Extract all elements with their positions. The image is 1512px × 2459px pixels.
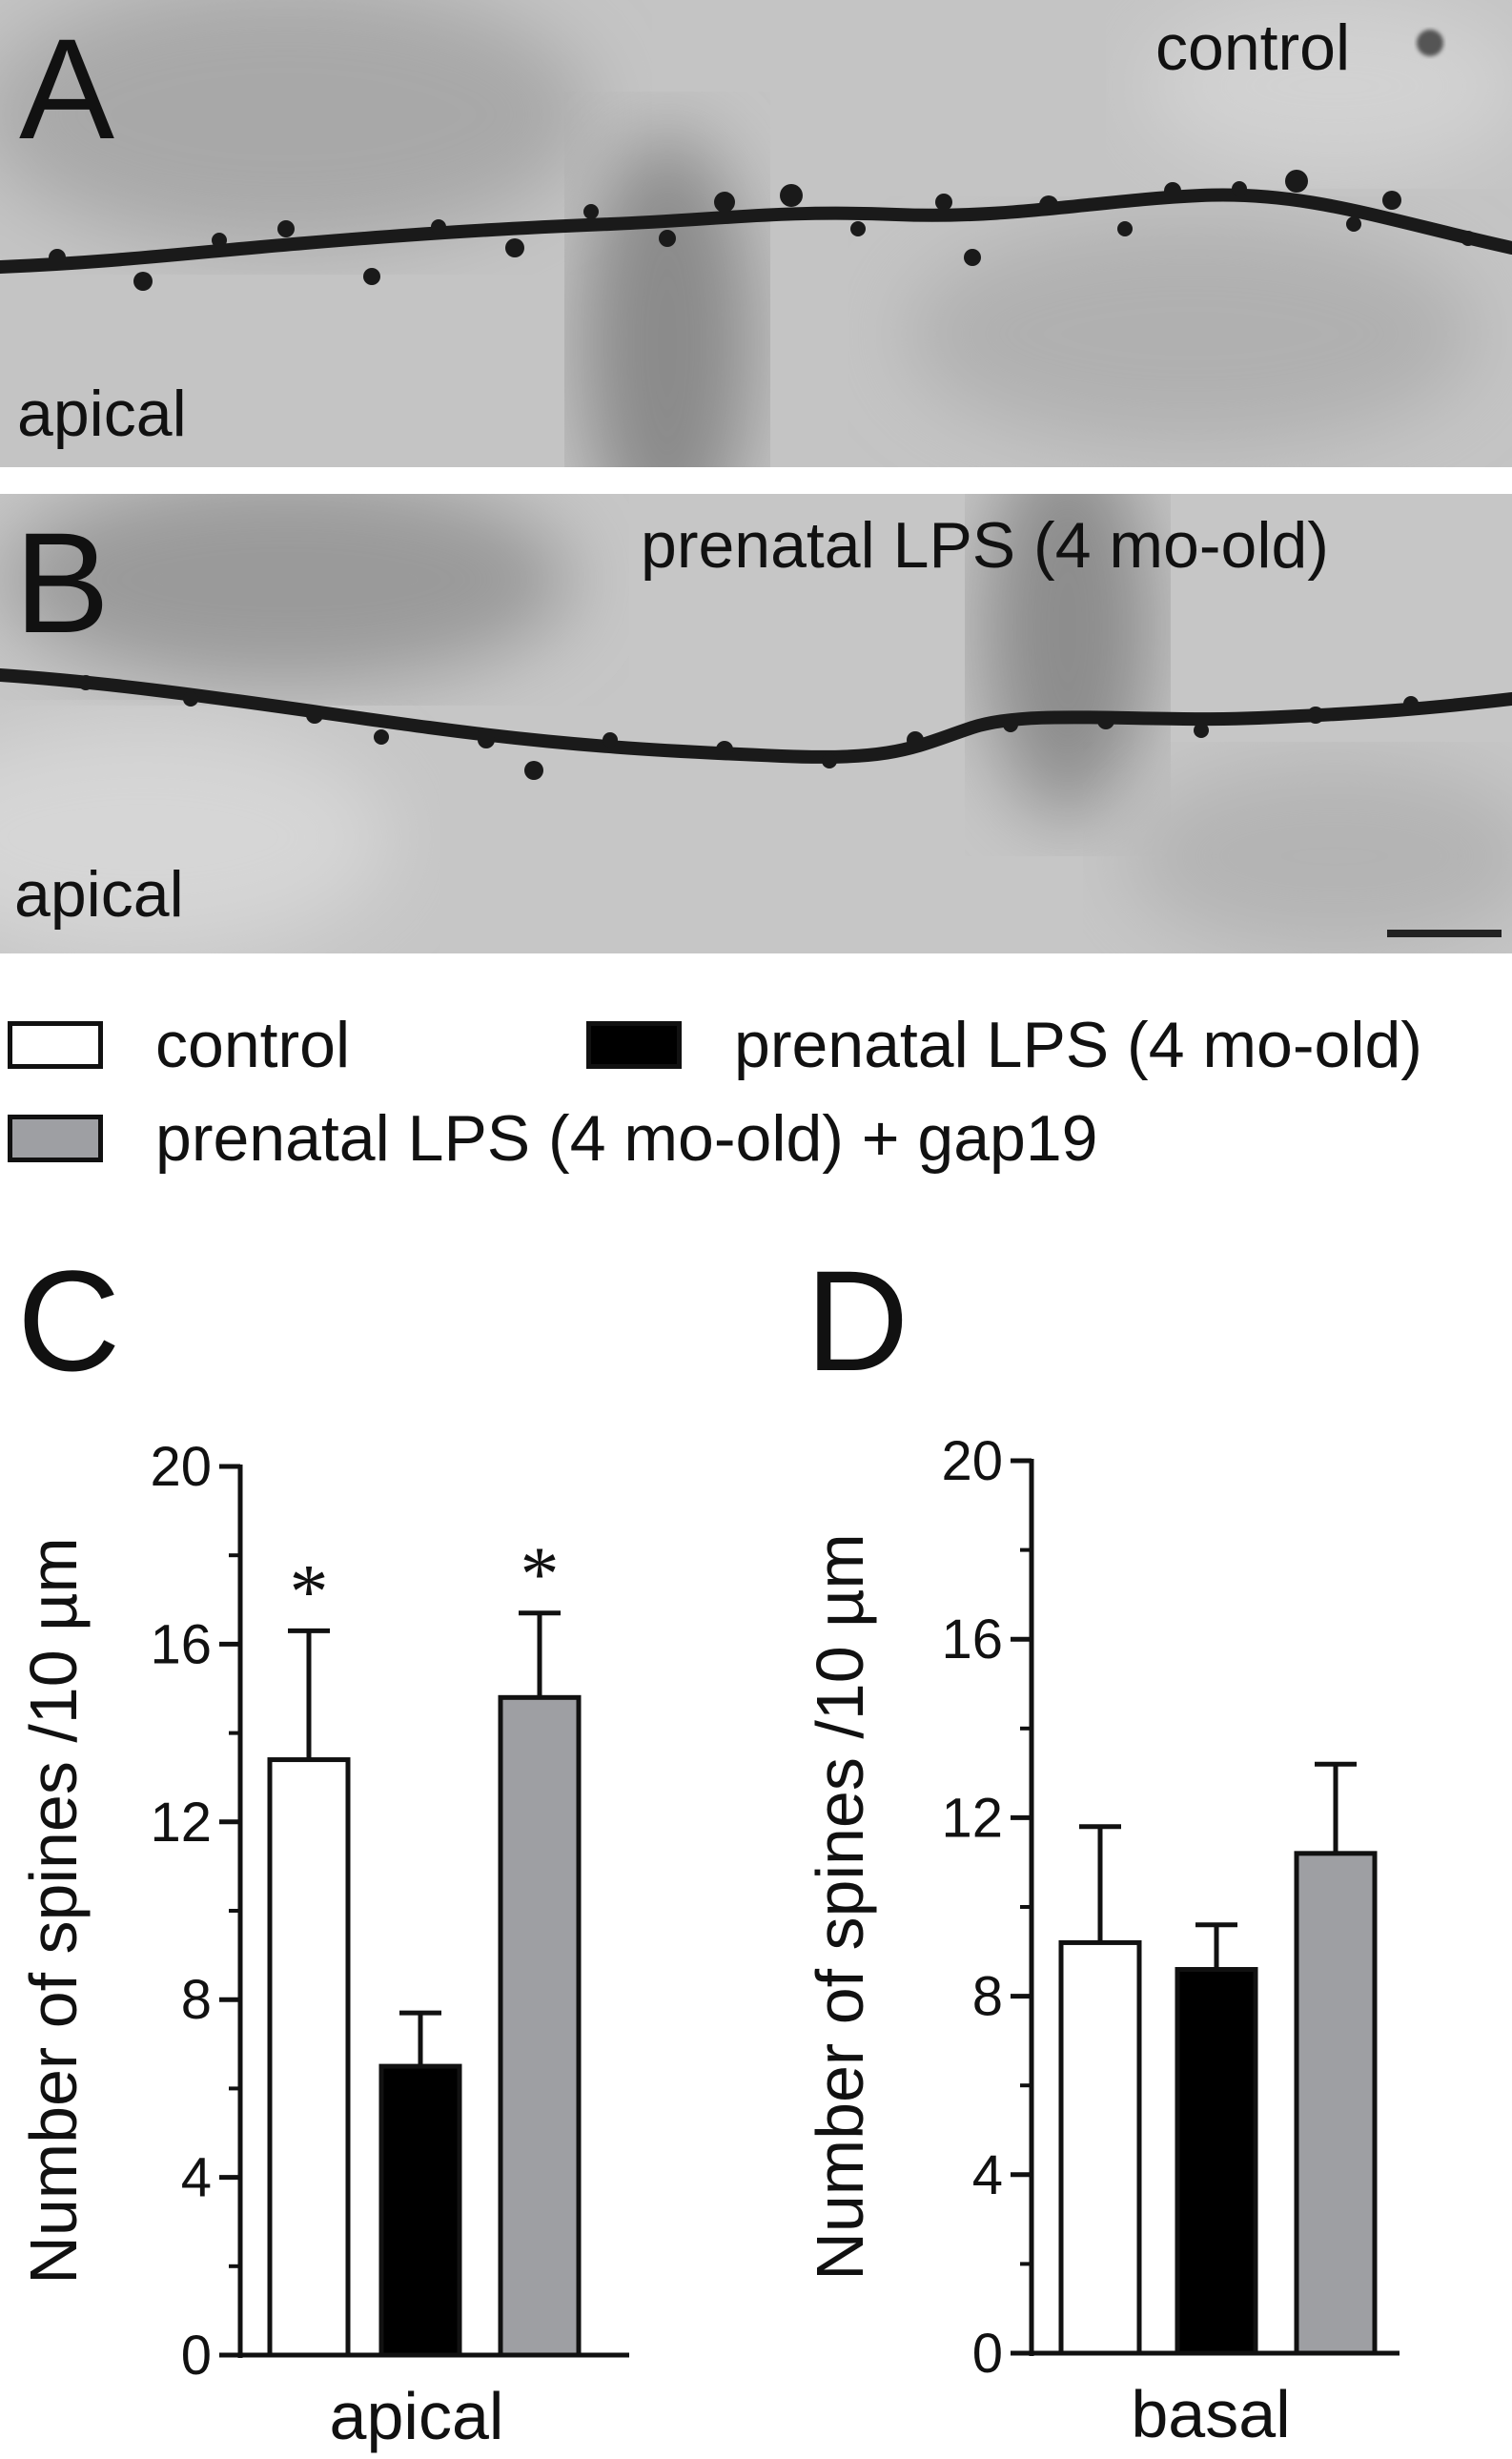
y-tick-label: 0	[181, 2325, 212, 2387]
y-axis-label: Number of spines /10 µm	[16, 1537, 91, 2284]
bar	[378, 2063, 462, 2358]
significance-marker: *	[290, 1547, 329, 1634]
panel-b-region-label: apical	[14, 858, 184, 931]
y-tick-label: 12	[941, 1787, 1003, 1849]
micrograph-panel-b: B prenatal LPS (4 mo-old) apical	[0, 494, 1512, 953]
panel-letter-c: C	[17, 1240, 121, 1401]
y-tick-label: 4	[972, 2144, 1003, 2206]
panel-letter-a: A	[19, 9, 115, 169]
y-tick-label: 16	[941, 1609, 1003, 1670]
legend-swatch-prenatal-lps-gap19	[8, 1115, 103, 1162]
legend-swatch-control	[8, 1021, 103, 1069]
bar	[498, 1694, 582, 2358]
y-tick-label: 16	[150, 1613, 212, 1675]
panel-letter-d: D	[806, 1240, 909, 1401]
panel-b-condition-label: prenatal LPS (4 mo-old)	[641, 509, 1329, 582]
micrograph-panel-a: A control apical	[0, 0, 1512, 467]
bar	[267, 1757, 351, 2358]
legend-item-prenatal-lps: prenatal LPS (4 mo-old)	[586, 1013, 1422, 1077]
y-tick-label: 8	[972, 1966, 1003, 2028]
y-tick-label: 4	[181, 2147, 212, 2209]
bar	[1058, 1939, 1142, 2356]
y-axis-label: Number of spines /10 µm	[803, 1533, 877, 2280]
legend-label-prenatal-lps: prenatal LPS (4 mo-old)	[734, 1009, 1422, 1081]
y-tick-label: 0	[972, 2323, 1003, 2385]
significance-marker: *	[521, 1530, 560, 1617]
legend: control prenatal LPS (4 mo-old) prenatal…	[0, 963, 1512, 1182]
bar	[1294, 1851, 1378, 2356]
legend-label-prenatal-lps-gap19: prenatal LPS (4 mo-old) + gap19	[155, 1102, 1098, 1175]
x-axis-label: basal	[1131, 2377, 1290, 2451]
panel-a-condition-label: control	[1155, 11, 1351, 84]
bar	[1175, 1967, 1258, 2356]
panel-letter-b: B	[14, 502, 111, 663]
legend-label-control: control	[155, 1009, 351, 1081]
x-axis-label: apical	[330, 2379, 504, 2453]
panel-a-region-label: apical	[17, 378, 187, 450]
y-tick-label: 20	[941, 1430, 1003, 1492]
legend-item-control: control	[8, 1013, 350, 1077]
y-tick-label: 12	[150, 1792, 212, 1854]
chart-panel-d: 0 4 8 12 16 20 Number of spines /10 µm basal	[803, 1430, 1400, 2451]
legend-swatch-prenatal-lps	[586, 1021, 682, 1069]
dendrite-image-b	[0, 494, 1512, 953]
y-tick-label: 20	[150, 1436, 212, 1498]
chart-panel-c: 0 4 8 12 16 20 Number of spines /10 µm apical * *	[16, 1436, 629, 2453]
y-tick-label: 8	[181, 1969, 212, 2031]
dendrite-image-a	[0, 0, 1512, 467]
legend-item-prenatal-lps-gap19: prenatal LPS (4 mo-old) + gap19	[8, 1106, 1098, 1171]
